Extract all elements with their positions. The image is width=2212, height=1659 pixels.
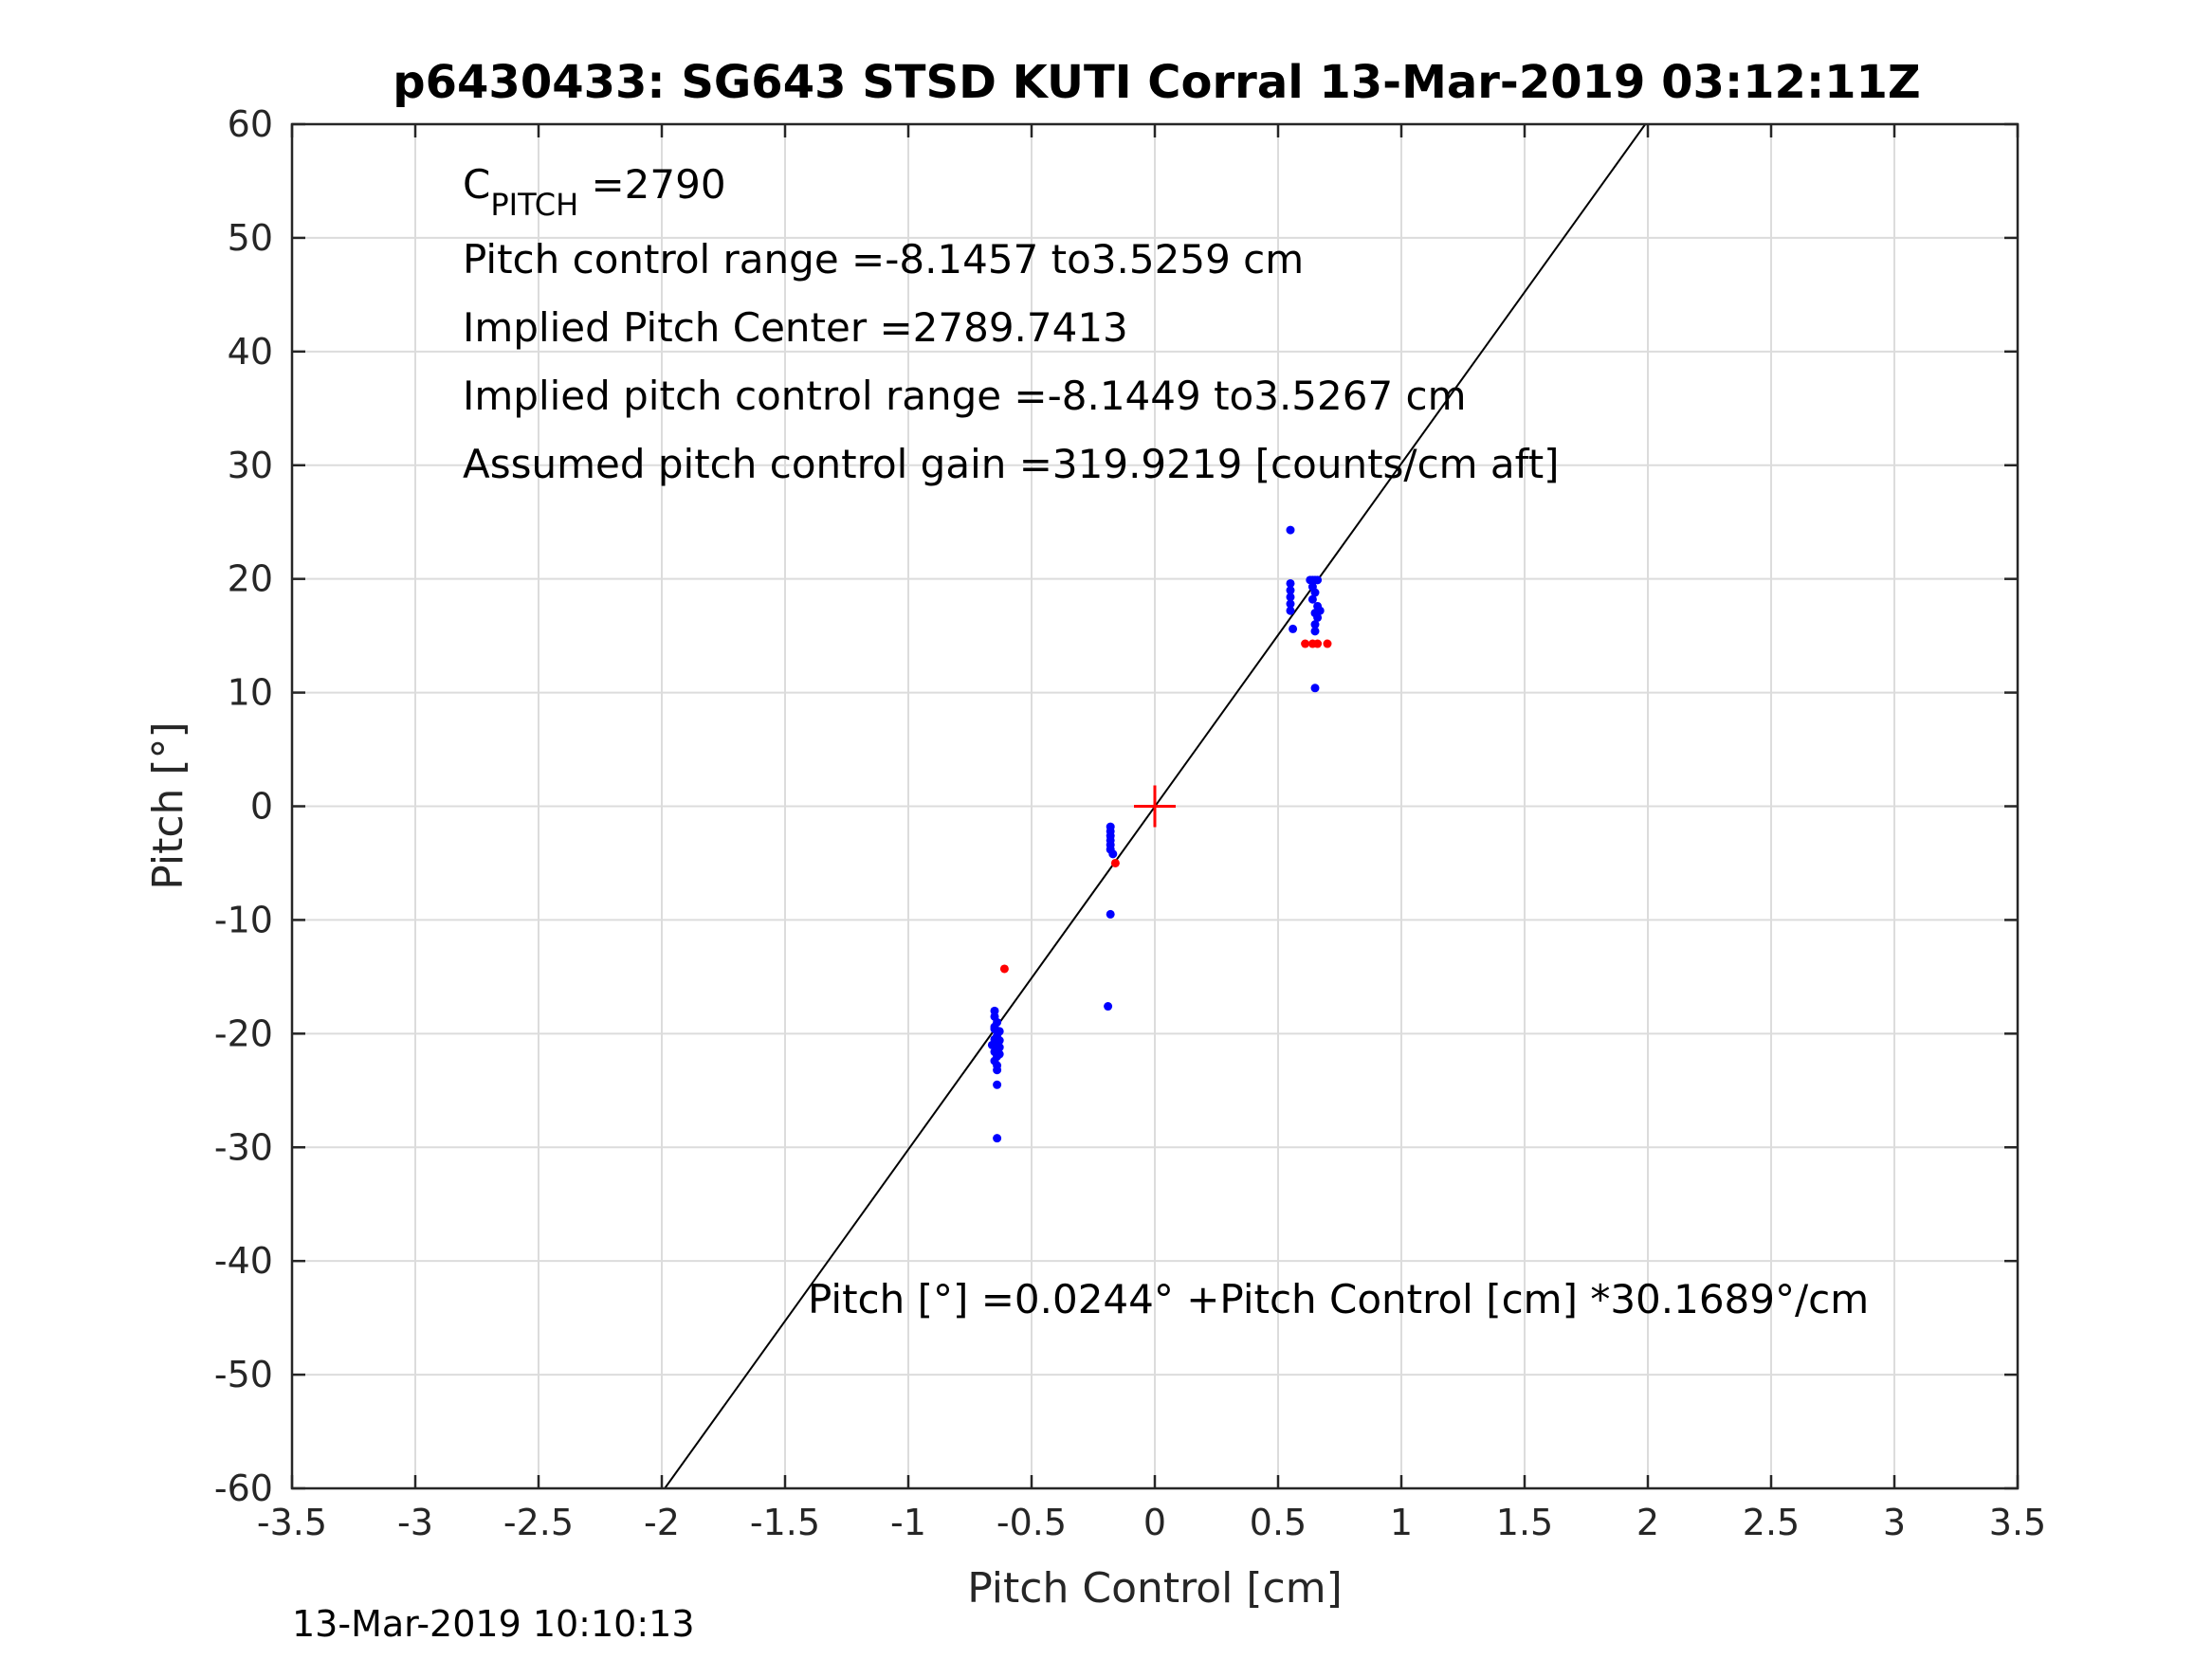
c-pitch-annotation: CPITCH =2790 bbox=[463, 161, 726, 223]
center-marker-layer bbox=[1134, 785, 1176, 828]
blue-point bbox=[1286, 586, 1295, 595]
x-tick-label: 2 bbox=[1636, 1502, 1659, 1543]
x-tick-label: -2.5 bbox=[503, 1502, 574, 1543]
y-tick-label: 0 bbox=[250, 786, 273, 828]
gain-annotation: Assumed pitch control gain =319.9219 [co… bbox=[463, 441, 1560, 487]
blue-point bbox=[1106, 909, 1115, 919]
blue-point bbox=[990, 1025, 999, 1034]
c-pitch-main: C bbox=[463, 161, 490, 208]
y-tick-label: -20 bbox=[214, 1012, 273, 1054]
y-tick-label: 10 bbox=[228, 672, 273, 714]
timestamp: 13-Mar-2019 10:10:13 bbox=[292, 1603, 695, 1645]
x-tick-labels: -3.5 -3 -2.5 -2 -1.5 -1 -0.5 0 0.5 1 1.5 2 2.5 3 3.5 bbox=[257, 1502, 2046, 1543]
x-tick-label: 2.5 bbox=[1743, 1502, 1800, 1543]
y-tick-label: -10 bbox=[214, 899, 273, 940]
red-point bbox=[1110, 858, 1120, 867]
x-tick-label: -1 bbox=[890, 1502, 926, 1543]
x-tick-label: -2 bbox=[644, 1502, 680, 1543]
implied-range-annotation: Implied pitch control range =-8.1449 to3… bbox=[463, 373, 1467, 419]
y-tick-label: 20 bbox=[228, 558, 273, 600]
blue-point bbox=[1286, 525, 1295, 535]
red-point bbox=[1313, 639, 1323, 648]
points-layer bbox=[987, 525, 1332, 1143]
y-tick-label: 50 bbox=[228, 217, 273, 259]
red-point bbox=[999, 964, 1009, 974]
blue-point bbox=[1310, 620, 1320, 629]
blue-point bbox=[1313, 612, 1323, 622]
y-tick-label: 60 bbox=[228, 103, 273, 145]
red-point bbox=[1301, 639, 1310, 648]
blue-point bbox=[1310, 684, 1320, 693]
blue-point bbox=[1289, 624, 1298, 633]
blue-point bbox=[1104, 1002, 1113, 1012]
c-pitch-value: =2790 bbox=[578, 161, 725, 208]
x-tick-label: 3 bbox=[1883, 1502, 1906, 1543]
blue-point bbox=[993, 1080, 1002, 1089]
blue-point bbox=[1108, 849, 1118, 859]
blue-point bbox=[1313, 575, 1323, 585]
y-axis-label: Pitch [°] bbox=[144, 721, 192, 889]
implied-pitch-center-annotation: Implied Pitch Center =2789.7413 bbox=[463, 304, 1128, 351]
y-tick-label: -60 bbox=[214, 1468, 273, 1509]
red-point bbox=[1323, 639, 1332, 648]
x-tick-label: 3.5 bbox=[1989, 1502, 2046, 1543]
y-tick-label: 30 bbox=[228, 445, 273, 486]
x-tick-label: 1.5 bbox=[1496, 1502, 1553, 1543]
pitch-control-range-annotation: Pitch control range =-8.1457 to3.5259 cm bbox=[463, 236, 1304, 283]
y-tick-label: -50 bbox=[214, 1354, 273, 1395]
x-tick-label: 0.5 bbox=[1250, 1502, 1307, 1543]
blue-point bbox=[993, 1134, 1002, 1143]
x-tick-label: -3 bbox=[397, 1502, 433, 1543]
y-tick-label: -40 bbox=[214, 1240, 273, 1282]
c-pitch-subscript: PITCH bbox=[490, 187, 578, 223]
blue-point bbox=[995, 1036, 1004, 1046]
blue-point bbox=[993, 1066, 1002, 1075]
blue-point bbox=[1307, 594, 1317, 604]
y-tick-label: 40 bbox=[228, 331, 273, 373]
blue-point bbox=[1310, 588, 1320, 597]
y-tick-labels: -60 -50 -40 -30 -20 -10 0 10 20 30 40 50 60 bbox=[214, 103, 273, 1509]
blue-point bbox=[995, 1049, 1004, 1059]
blue-point bbox=[1310, 627, 1320, 636]
blue-point bbox=[1286, 578, 1295, 588]
x-tick-label: -0.5 bbox=[996, 1502, 1067, 1543]
x-axis-label: Pitch Control [cm] bbox=[967, 1564, 1343, 1613]
blue-point bbox=[1315, 606, 1325, 615]
blue-point bbox=[1286, 592, 1295, 602]
fit-equation-annotation: Pitch [°] =0.0244° +Pitch Control [cm] *… bbox=[808, 1276, 1869, 1322]
x-tick-label: 0 bbox=[1143, 1502, 1166, 1543]
blue-point bbox=[1286, 599, 1295, 609]
x-tick-label: -1.5 bbox=[750, 1502, 820, 1543]
x-tick-label: 1 bbox=[1390, 1502, 1413, 1543]
blue-point bbox=[1286, 606, 1295, 615]
x-tick-label: -3.5 bbox=[257, 1502, 327, 1543]
y-tick-label: -30 bbox=[214, 1126, 273, 1168]
chart-title: p6430433: SG643 STSD KUTI Corral 13-Mar-… bbox=[393, 56, 1920, 109]
tick-marks bbox=[290, 122, 2020, 1490]
